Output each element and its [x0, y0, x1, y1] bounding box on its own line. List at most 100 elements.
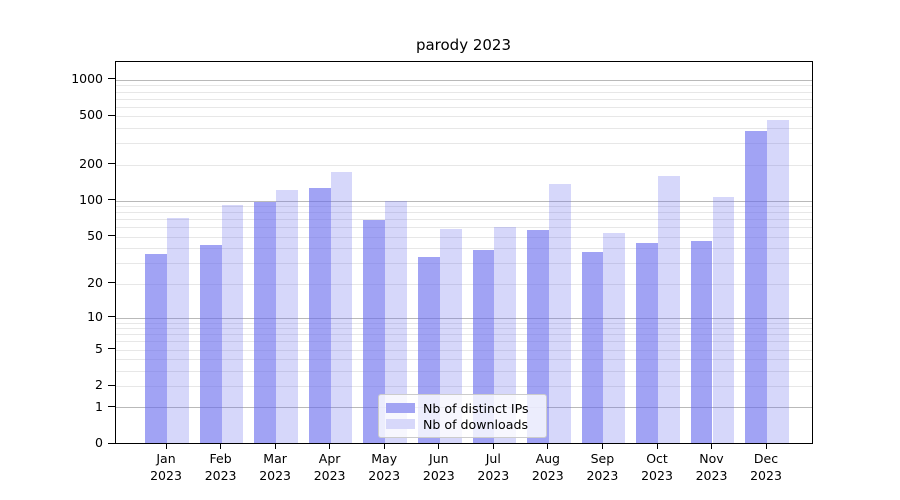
x-axis-label-year: 2023 [150, 468, 182, 483]
minor-gridline-90 [116, 206, 812, 208]
bar-ips-dec [745, 130, 768, 443]
minor-gridline-7 [116, 334, 812, 336]
bar-ips-may [363, 220, 386, 443]
bar-downloads-apr [330, 172, 353, 443]
bar-ips-nov [690, 241, 713, 443]
x-axis-tick-may [383, 444, 385, 449]
y-axis-label-200: 200 [79, 155, 103, 171]
bar-downloads-feb [221, 204, 244, 443]
bar-downloads-jun [439, 229, 462, 443]
y-axis-tick-200 [108, 163, 115, 164]
x-axis-tick-jun [438, 444, 440, 449]
x-axis-label-may: May 2023 [356, 450, 412, 484]
bar-downloads-aug [548, 183, 571, 443]
bar-ips-oct [636, 243, 658, 443]
bar-ips-feb [199, 244, 222, 443]
bar-downloads-may [385, 200, 407, 443]
y-axis-label-20: 20 [87, 274, 103, 290]
x-axis-label-jan: Jan 2023 [138, 450, 194, 484]
bar-ips-aug [527, 230, 549, 443]
x-axis-label-year: 2023 [531, 468, 564, 483]
x-axis-label-year: 2023 [313, 468, 346, 483]
x-axis-tick-aug [547, 444, 549, 449]
x-axis-label-aug: Aug 2023 [520, 450, 576, 484]
minor-gridline-80 [116, 212, 812, 214]
bars-layer [116, 62, 812, 443]
x-axis-label-year: 2023 [750, 468, 782, 483]
minor-gridline-300 [116, 143, 812, 145]
bar-downloads-sep [603, 232, 626, 443]
y-axis-label-5: 5 [95, 340, 103, 356]
x-axis-label-year: 2023 [477, 468, 510, 483]
bar-downloads-jan [167, 217, 189, 443]
legend-label-distinct-ips: Nb of distinct IPs [423, 400, 529, 416]
minor-gridline-2 [116, 386, 812, 388]
y-axis-tick-5 [108, 348, 115, 350]
legend-item-distinct-ips: Nb of distinct IPs [386, 400, 538, 416]
grid-layer [116, 62, 812, 443]
minor-gridline-400 [116, 128, 812, 130]
x-axis-label-apr: Apr 2023 [302, 450, 358, 484]
y-axis-label-1000: 1000 [71, 70, 103, 86]
y-axis-tick-50 [108, 235, 115, 237]
legend: Nb of distinct IPs Nb of downloads [378, 394, 547, 438]
minor-gridline-6 [116, 341, 812, 343]
y-axis-tick-2 [108, 384, 115, 386]
x-axis-tick-jul [492, 444, 494, 449]
major-gridline-100 [116, 200, 812, 202]
x-axis-label-year: 2023 [641, 468, 673, 483]
bar-ips-jan [145, 253, 167, 443]
x-axis-label-month: Sep [590, 451, 615, 466]
bar-downloads-nov [712, 196, 735, 443]
x-axis-tick-dec [765, 444, 767, 449]
x-axis-tick-apr [329, 444, 331, 449]
y-axis-tick-1000 [108, 78, 115, 80]
y-axis-label-100: 100 [79, 191, 103, 207]
minor-gridline-50 [116, 236, 812, 238]
minor-gridline-4 [116, 359, 812, 361]
y-axis-tick-1 [108, 406, 115, 407]
x-axis-label-month: Mar [263, 451, 287, 466]
chart-title: parody 2023 [415, 36, 512, 54]
y-axis-label-50: 50 [87, 227, 103, 243]
plot-area [115, 61, 813, 444]
x-axis-label-month: Jan [156, 451, 176, 466]
y-axis-tick-10 [108, 316, 115, 318]
y-axis-label-0: 0 [95, 435, 103, 450]
bar-ips-sep [581, 252, 604, 443]
y-axis-tick-500 [108, 114, 115, 116]
bar-downloads-mar [276, 190, 298, 443]
x-axis-label-nov: Nov 2023 [684, 450, 740, 484]
x-axis-label-oct: Oct 2023 [629, 450, 685, 484]
x-axis-label-year: 2023 [204, 468, 237, 483]
y-axis-label-10: 10 [87, 308, 103, 324]
minor-gridline-600 [116, 106, 812, 108]
x-axis-label-month: Jul [485, 451, 501, 466]
y-axis-tick-0 [108, 442, 115, 444]
y-axis-label-2: 2 [95, 377, 103, 393]
y-axis-tick-20 [108, 282, 115, 283]
x-axis-label-month: May [371, 451, 398, 466]
legend-item-downloads: Nb of downloads [386, 416, 538, 432]
x-axis-label-month: Oct [646, 451, 668, 466]
x-axis-tick-sep [601, 444, 603, 449]
bar-downloads-jul [494, 226, 517, 443]
minor-gridline-60 [116, 227, 812, 229]
minor-gridline-700 [116, 98, 812, 100]
bar-ips-apr [308, 187, 331, 443]
x-axis-label-year: 2023 [259, 468, 291, 483]
legend-label-downloads: Nb of downloads [423, 416, 529, 432]
bar-ips-mar [254, 202, 277, 443]
x-axis-label-mar: Mar 2023 [247, 450, 303, 484]
major-gridline-10 [116, 317, 812, 319]
legend-swatch-downloads [386, 419, 415, 429]
x-axis-label-jun: Jun 2023 [411, 450, 467, 484]
major-gridline-1000 [116, 79, 812, 81]
minor-gridline-40 [116, 248, 812, 250]
legend-swatch-distinct-ips [386, 403, 415, 413]
bar-downloads-oct [658, 175, 680, 443]
x-axis-label-month: Apr [318, 451, 341, 466]
x-axis-label-sep: Sep 2023 [574, 450, 630, 484]
minor-gridline-200 [116, 164, 812, 166]
